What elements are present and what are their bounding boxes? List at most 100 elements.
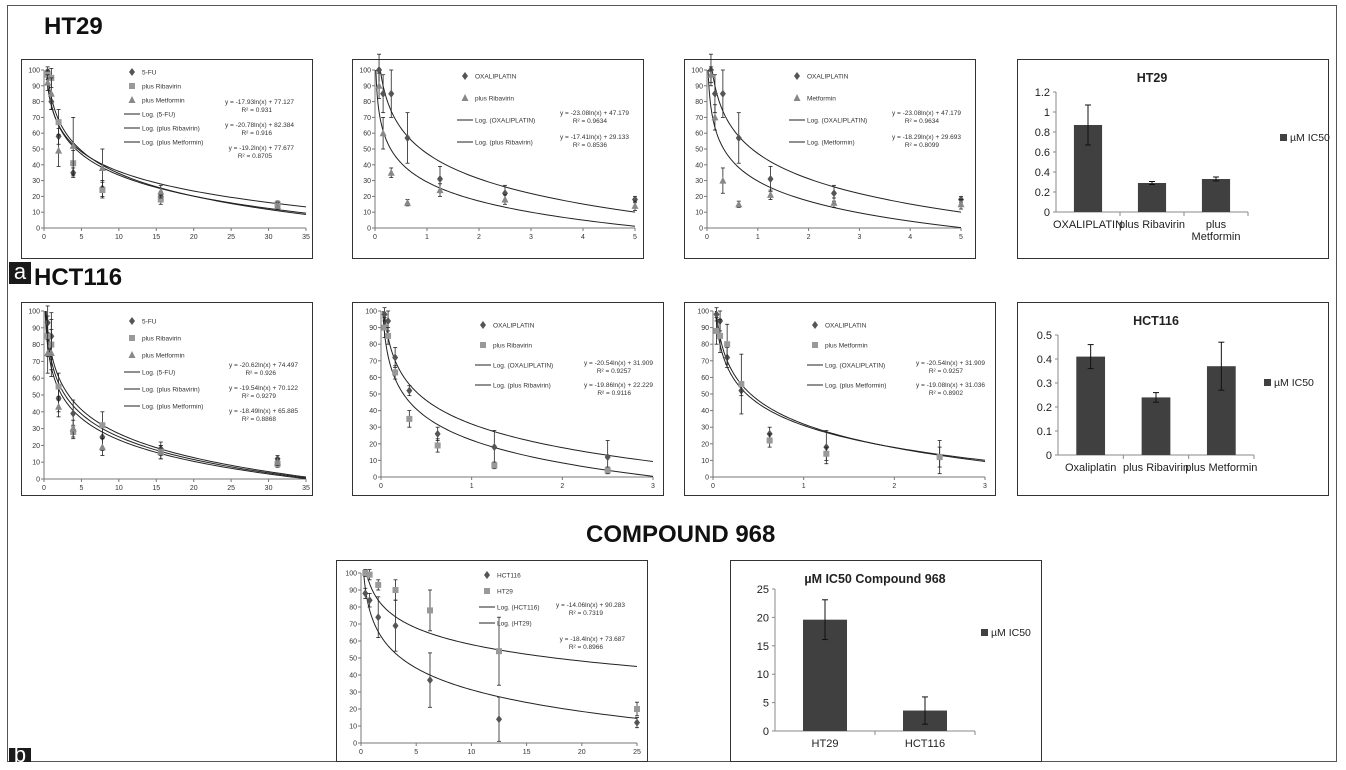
y-tick-label: 70 [32, 359, 40, 366]
fit-equation: y = -18.4ln(x) + 73.687 [560, 636, 626, 643]
fit-equation: y = -18.29ln(x) + 29.693 [892, 134, 961, 141]
legend-label-ht29: HT29 [497, 589, 513, 596]
x-tick-label: 0 [705, 234, 709, 241]
x-tick-label: 5 [959, 234, 963, 241]
y-tick-label: 60 [695, 131, 703, 138]
series-hct116 [362, 587, 640, 742]
panel-compound-968-ic50: 0 5 10 15 20 25 HT29 HCT116 µM IC50 Compound 968… [730, 560, 1042, 762]
plot-area: 0 10 20 30 40 50 60 70 80 90 100 0 5 10 15 20 25 [345, 569, 641, 756]
chart-ht29-oxaliplatin-metformin: 0 10 20 30 40 50 60 70 80 90 100 0 1 2 3 4 5 OXALIPLATIN M… [691, 53, 965, 241]
legend-label-5-fu: 5-FU [142, 319, 157, 326]
legend-marker-oxaliplatin [462, 72, 468, 80]
legend-marker-oxaliplatin [794, 72, 800, 80]
legend-label-plus-metformin: plus Metformin [142, 353, 185, 360]
y-tick-label: 70 [32, 115, 40, 122]
panel-hct116-oxaliplatin-ribavirin: 0 10 20 30 40 50 60 70 80 90 100 0 1 2 3 OXALIPLATIN plu… [352, 302, 664, 496]
y-tick-label: 0 [36, 477, 40, 484]
y-tick-label: 30 [32, 178, 40, 185]
chart-hct116-5fu: 0 10 20 30 40 50 60 70 80 90 100 0 5 10 15 20 25 30 35 5-FU… [28, 305, 310, 492]
legend-marker [1264, 379, 1271, 386]
category-label: Metformin [1192, 231, 1241, 243]
fit-equation: y = -20.54ln(x) + 31.909 [916, 360, 985, 367]
data-point [604, 467, 611, 474]
fit-r-squared: R² = 0.8536 [573, 142, 608, 149]
data-point [496, 715, 502, 724]
bar-oxaliplatin [1076, 356, 1106, 455]
data-point [735, 200, 743, 208]
chart-title: HCT116 [1133, 314, 1179, 328]
y-tick-label: 50 [32, 393, 40, 400]
data-point [385, 332, 392, 339]
y-tick-label: 50 [32, 147, 40, 154]
y-tick-label: 60 [701, 375, 709, 382]
data-point [55, 402, 63, 410]
fit-equation: y = -20.62ln(x) + 74.497 [229, 362, 298, 369]
fit-curve-log-oxaliplatin [383, 311, 653, 462]
data-point [707, 70, 715, 78]
y-tick-label: 20 [369, 441, 377, 448]
y-tick-label: 60 [349, 639, 357, 646]
y-tick-label: 50 [695, 147, 703, 154]
y-tick-label: 0.6 [1035, 147, 1050, 159]
category-label: OXALIPLATIN [1053, 219, 1123, 231]
category-label: plus Metformin [1185, 462, 1257, 474]
data-point [711, 89, 718, 98]
fit-curve-log-plus-ribavirin [45, 311, 306, 479]
data-point [44, 78, 52, 86]
y-tick-label: 40 [349, 673, 357, 680]
y-tick-label: 1.2 [1035, 87, 1050, 99]
chart-ht29-oxaliplatin-ribavirin: 0 10 20 30 40 50 60 70 80 90 100 0 1 2 3 4 5 OXALIPLATIN p… [359, 53, 639, 241]
y-tick-label: 0.5 [1037, 330, 1052, 342]
series-plus-ribavirin [375, 72, 639, 212]
data-point [366, 571, 373, 578]
category-label: plus Ribavirin [1123, 462, 1189, 474]
legend: OXALIPLATIN plus Ribavirin Log. (OXALIPLAT… [475, 321, 553, 390]
data-point [55, 383, 62, 390]
plot-area: 0 10 20 30 40 50 60 70 80 90 100 0 1 2 3 [365, 307, 655, 490]
legend-label-log-plus-ribavirin: Log. (plus Ribavirin) [142, 126, 200, 133]
data-point [380, 89, 387, 98]
legend-label-oxaliplatin: OXALIPLATIN [807, 74, 849, 81]
fit-r-squared: R² = 0.926 [245, 370, 276, 377]
data-point [157, 187, 165, 195]
legend-label-log-ht29: Log. (HT29) [497, 621, 532, 628]
x-tick-label: 5 [79, 485, 83, 492]
data-point [713, 310, 720, 319]
y-tick-label: 10 [701, 458, 709, 465]
fit-r-squared: R² = 0.8099 [905, 142, 940, 149]
bar-plus-metformin [1201, 179, 1231, 212]
legend-label-oxaliplatin: OXALIPLATIN [475, 74, 517, 81]
data-point [427, 676, 433, 685]
data-point [711, 113, 719, 121]
legend-label-log-plus-metformin: Log. (plus Metformin) [142, 404, 203, 411]
y-tick-label: 0 [367, 226, 371, 233]
x-tick-label: 5 [79, 234, 83, 241]
x-tick-label: 0 [42, 234, 46, 241]
data-point [274, 201, 282, 209]
chart-ht29-5fu: 0 10 20 30 40 50 60 70 80 90 100 0 5 10 15 20 25 30 35 5-FU… [28, 66, 310, 241]
x-tick-label: 10 [115, 234, 123, 241]
x-tick-label: 1 [756, 234, 760, 241]
series-plus-metformin [44, 329, 282, 466]
y-tick-label: 0.2 [1035, 187, 1050, 199]
series-plus-metformin [44, 74, 282, 210]
y-tick-label: 80 [701, 342, 709, 349]
data-point [379, 129, 387, 137]
data-point [375, 81, 383, 89]
fit-curve-log-hct116 [366, 573, 637, 667]
y-tick-label: 60 [369, 375, 377, 382]
x-tick-label: 0 [379, 483, 383, 490]
y-tick-label: 70 [349, 622, 357, 629]
legend: HCT116 HT29 Log. (HCT116) Log. (HT29) [479, 571, 540, 628]
x-tick-label: 25 [227, 485, 235, 492]
fit-r-squared: R² = 0.9279 [242, 393, 277, 400]
y-tick-label: 40 [363, 162, 371, 169]
data-point [631, 201, 639, 209]
y-tick-label: 20 [695, 194, 703, 201]
x-tick-label: 5 [414, 749, 418, 756]
panel-ht29-oxaliplatin-metformin: 0 10 20 30 40 50 60 70 80 90 100 0 1 2 3 4 5 OXALIPLATIN M… [684, 53, 976, 259]
y-tick-label: 90 [32, 325, 40, 332]
category-label: plus Ribavirin [1119, 219, 1185, 231]
data-point [274, 458, 282, 466]
data-point [381, 310, 388, 319]
